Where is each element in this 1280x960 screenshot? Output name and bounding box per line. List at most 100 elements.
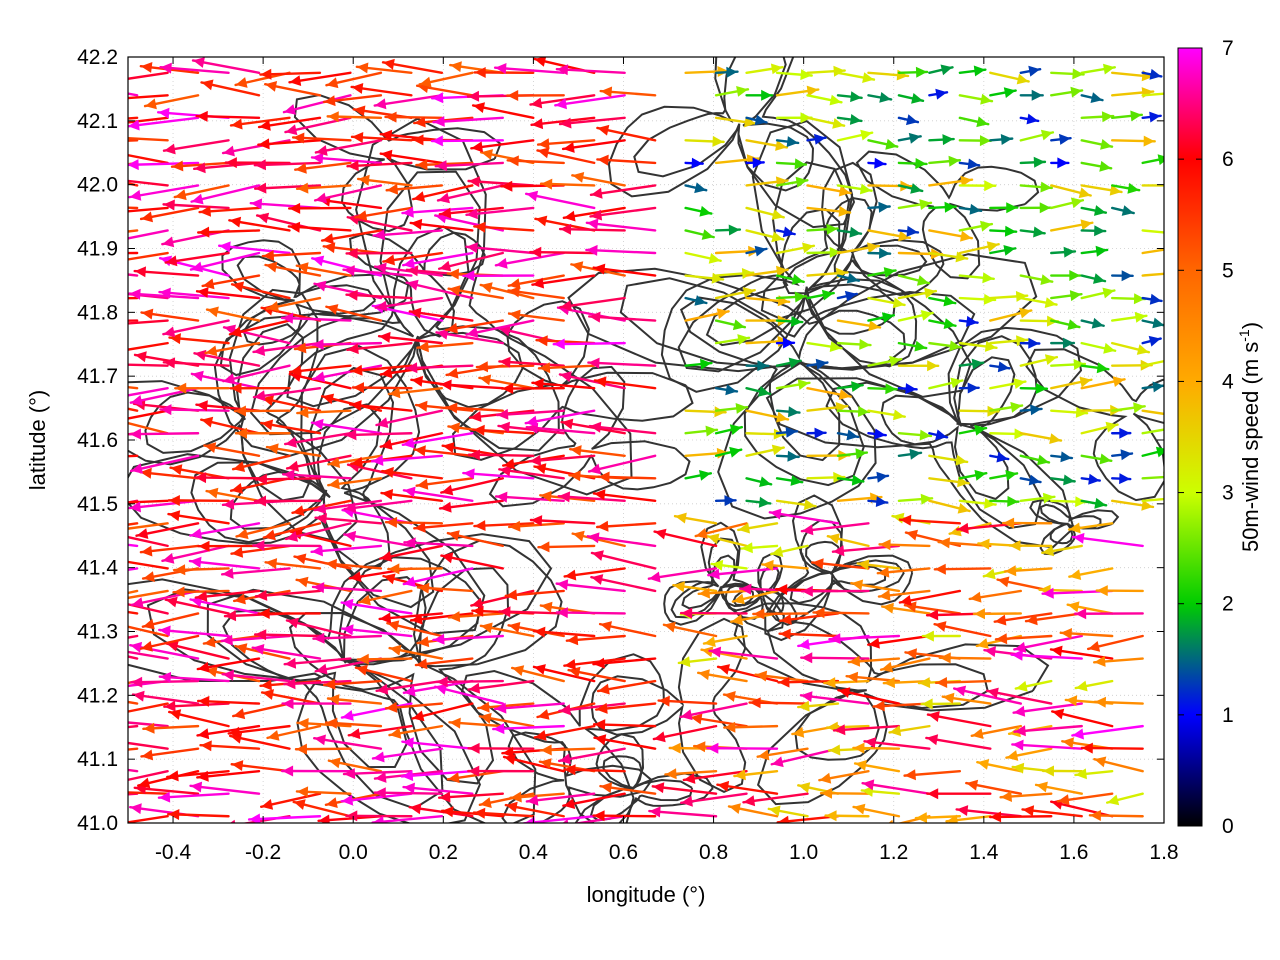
wind-vector xyxy=(958,293,997,305)
wind-vector xyxy=(128,702,169,713)
wind-vector xyxy=(479,622,535,638)
wind-vector xyxy=(310,418,383,435)
wind-vector xyxy=(1019,89,1044,101)
wind-vector xyxy=(162,199,230,211)
terrain-contour xyxy=(765,326,1083,549)
wind-vector xyxy=(195,400,261,412)
wind-vector xyxy=(1024,612,1083,626)
wind-vector xyxy=(220,567,291,579)
wind-vector xyxy=(1019,226,1046,238)
wind-vector xyxy=(381,466,444,480)
terrain-contour xyxy=(590,617,747,794)
wind-vector xyxy=(989,470,1019,481)
wind-vector xyxy=(196,769,261,782)
wind-vector xyxy=(1080,362,1110,374)
wind-vector xyxy=(495,408,565,420)
wind-vector xyxy=(232,702,291,720)
wind-vector xyxy=(201,274,261,290)
wind-vector xyxy=(472,424,535,436)
wind-vector xyxy=(199,740,261,752)
wind-vector xyxy=(259,68,322,80)
wind-vector xyxy=(295,262,352,277)
wind-vector xyxy=(1110,499,1155,511)
wind-vector xyxy=(217,241,291,255)
wind-vector xyxy=(345,810,413,822)
wind-vector xyxy=(230,760,291,773)
x-tick-label: 0.6 xyxy=(609,841,638,864)
wind-vector xyxy=(800,585,870,597)
wind-vector xyxy=(344,429,413,441)
wind-vector xyxy=(413,521,474,533)
wind-vector xyxy=(867,409,906,421)
wind-vector xyxy=(295,786,352,798)
wind-vector xyxy=(745,89,774,101)
wind-vector xyxy=(775,499,817,511)
wind-vector xyxy=(313,499,383,514)
wind-vector xyxy=(533,724,596,741)
wind-vector xyxy=(1080,160,1113,172)
colorbar-gradient xyxy=(1177,47,1203,827)
wind-vector xyxy=(354,664,413,683)
wind-vector xyxy=(327,454,383,468)
wind-vector xyxy=(652,724,718,743)
wind-vector xyxy=(768,508,840,525)
wind-vector xyxy=(251,644,322,660)
wind-vector xyxy=(500,383,565,394)
wind-vector xyxy=(928,64,954,76)
wind-vector xyxy=(928,499,971,514)
wind-vector xyxy=(128,319,169,325)
wind-vector xyxy=(492,723,565,735)
wind-vector xyxy=(1019,113,1040,125)
wind-vector xyxy=(196,657,261,673)
wind-vector xyxy=(928,454,969,466)
wind-vector xyxy=(1049,645,1114,660)
wind-vector xyxy=(128,815,169,823)
wind-vector xyxy=(264,261,322,277)
wind-vector xyxy=(322,242,383,255)
wind-vector xyxy=(1110,473,1132,485)
wind-vector xyxy=(684,229,715,240)
wind-vector xyxy=(189,596,261,615)
terrain-contour xyxy=(633,57,815,192)
wind-vector xyxy=(989,245,1017,256)
wind-vector xyxy=(716,664,779,683)
wind-vector xyxy=(1110,110,1144,122)
terrain-contour xyxy=(567,253,1038,520)
wind-vector xyxy=(1019,65,1042,77)
wind-vector xyxy=(284,522,352,542)
wind-vector xyxy=(371,815,444,823)
wind-vector xyxy=(567,666,626,683)
wind-vector xyxy=(203,442,261,457)
wind-vector xyxy=(128,535,169,548)
wind-vector xyxy=(128,153,169,165)
wind-vector xyxy=(137,769,200,789)
wind-vector xyxy=(128,421,169,435)
wind-vector xyxy=(262,522,322,541)
wind-vector xyxy=(131,690,200,705)
wind-vector xyxy=(228,216,291,232)
wind-vector xyxy=(823,677,870,689)
wind-vector xyxy=(903,769,962,781)
wind-vector xyxy=(589,184,657,199)
wind-vector xyxy=(524,409,596,427)
y-tick-label: 42.2 xyxy=(77,46,118,69)
wind-vector xyxy=(230,544,291,558)
wind-vector xyxy=(925,734,992,750)
wind-vector xyxy=(557,491,626,503)
wind-vector xyxy=(897,448,923,460)
wind-vector xyxy=(1041,544,1083,557)
wind-vector xyxy=(1050,68,1085,80)
wind-vector xyxy=(430,135,504,147)
wind-vector xyxy=(378,612,444,624)
wind-vector xyxy=(494,251,565,269)
wind-vector xyxy=(313,184,383,204)
wind-vector xyxy=(247,813,322,823)
wind-vector xyxy=(775,176,809,188)
wind-vector xyxy=(775,158,808,170)
wind-vector xyxy=(989,401,1024,413)
wind-vector xyxy=(989,71,1030,85)
wind-vector xyxy=(1067,522,1114,534)
wind-vector xyxy=(401,206,474,218)
wind-vector xyxy=(314,513,383,525)
x-tick-label: 1.0 xyxy=(789,841,818,864)
